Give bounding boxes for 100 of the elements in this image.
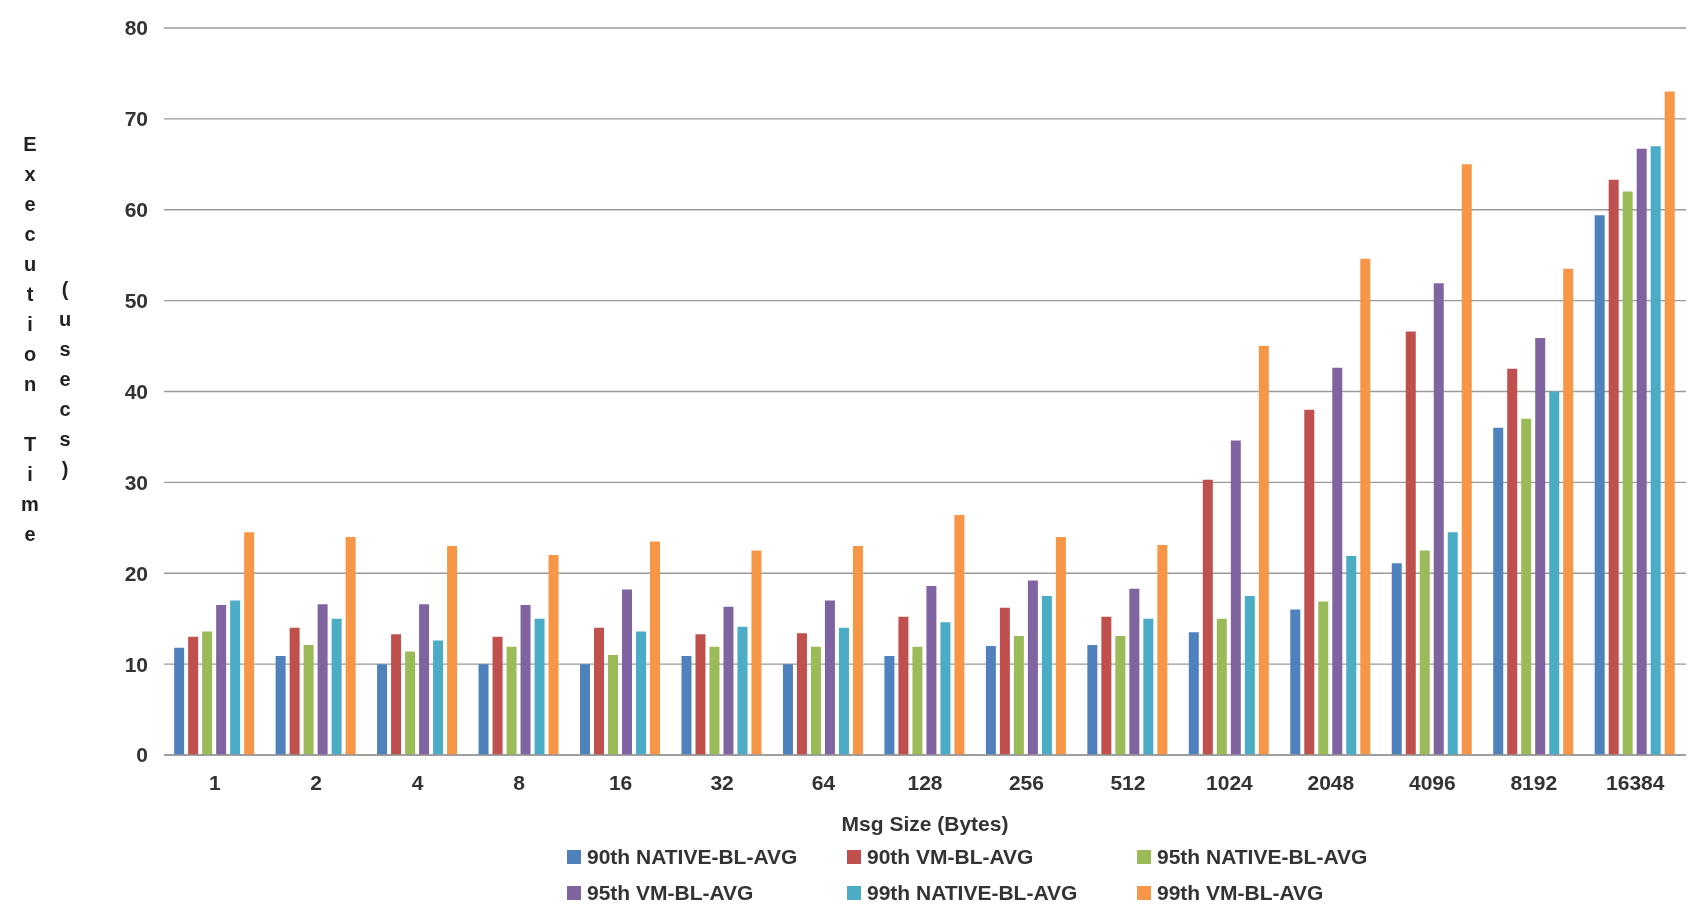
bar <box>1594 215 1605 755</box>
bar <box>216 605 227 755</box>
x-tick-label: 8192 <box>1510 770 1558 794</box>
bar <box>1318 601 1329 755</box>
x-tick-label: 128 <box>907 770 943 794</box>
x-tick-label: 1024 <box>1206 770 1254 794</box>
bar <box>723 606 734 755</box>
bar <box>1202 479 1213 755</box>
bar <box>940 622 951 755</box>
x-tick-label: 256 <box>1008 770 1044 794</box>
bar <box>884 655 895 755</box>
bar <box>1244 595 1255 755</box>
bar <box>1041 595 1052 755</box>
x-tick-label: 2048 <box>1307 770 1355 794</box>
x-tick-label: 32 <box>710 770 734 794</box>
y-axis-title: Execution Time (usecs) <box>18 133 76 553</box>
bar <box>1549 391 1560 755</box>
legend-label: 90th VM-BL-AVG <box>867 845 1034 869</box>
bar <box>1405 331 1416 755</box>
bar <box>709 646 720 755</box>
bar <box>782 664 793 755</box>
y-tick-label: 80 <box>124 16 148 40</box>
legend-label: 95th VM-BL-AVG <box>587 881 754 905</box>
bar <box>1636 148 1647 755</box>
bar <box>1143 618 1154 755</box>
bar <box>1419 550 1430 755</box>
bar <box>737 626 748 755</box>
bar <box>405 651 416 755</box>
bar <box>174 647 185 755</box>
bar <box>317 604 328 755</box>
bar <box>377 664 388 755</box>
bar <box>548 555 559 755</box>
bar <box>838 627 849 755</box>
bar <box>433 640 444 755</box>
x-tick-label: 16 <box>608 770 633 794</box>
bar <box>1521 418 1532 755</box>
y-tick-label: 20 <box>124 561 148 585</box>
bar <box>1055 536 1066 755</box>
bar <box>1216 618 1227 755</box>
bar <box>289 627 300 755</box>
bar <box>1360 258 1371 755</box>
bar <box>478 664 489 755</box>
bar <box>1157 545 1168 755</box>
bar <box>594 627 605 755</box>
bar <box>1650 146 1661 755</box>
bar <box>1101 616 1112 755</box>
legend-label: 99th NATIVE-BL-AVG <box>867 881 1078 905</box>
y-tick-label: 50 <box>124 289 148 313</box>
y-tick-label: 40 <box>124 379 148 403</box>
x-tick-label: 2 <box>310 770 323 794</box>
bar <box>580 664 591 755</box>
bar <box>985 645 996 755</box>
bar <box>520 605 531 755</box>
x-tick-label: 8 <box>513 770 526 794</box>
bar <box>1027 580 1038 755</box>
bar <box>1493 427 1504 755</box>
bar <box>852 545 863 755</box>
bar <box>303 645 314 755</box>
bar <box>391 634 402 755</box>
bar <box>650 541 661 755</box>
y-tick-label: 60 <box>124 198 148 222</box>
y-tick-label: 70 <box>124 107 148 131</box>
bar <box>681 655 692 755</box>
bar <box>1290 609 1301 755</box>
bar <box>331 618 342 755</box>
bar <box>751 550 762 755</box>
bar <box>534 618 545 755</box>
bar <box>1622 191 1633 755</box>
bar <box>622 589 633 755</box>
bar <box>1304 409 1315 755</box>
bar <box>695 634 706 755</box>
x-tick-label: 1 <box>208 770 221 794</box>
bar <box>999 607 1010 755</box>
bar <box>492 636 503 755</box>
bar <box>898 616 909 755</box>
bar <box>1188 632 1199 755</box>
bar <box>1115 635 1126 755</box>
bar <box>1013 635 1024 755</box>
bar <box>796 633 807 755</box>
bar <box>926 585 937 755</box>
bar <box>636 631 647 755</box>
legend-label: 99th VM-BL-AVG <box>1157 881 1324 905</box>
bar <box>824 600 835 755</box>
bar <box>1129 588 1140 755</box>
bar <box>608 655 619 755</box>
bar <box>810 646 821 755</box>
bar <box>188 636 199 755</box>
y-tick-label: 30 <box>124 470 148 494</box>
bar <box>1608 179 1619 755</box>
bar <box>1664 91 1675 755</box>
bar <box>202 631 213 755</box>
bar <box>1461 164 1472 755</box>
x-tick-label: 64 <box>811 770 836 794</box>
bar <box>1535 337 1546 755</box>
bar <box>230 600 241 755</box>
bar <box>1332 367 1343 755</box>
bar <box>954 515 965 755</box>
y-tick-label: 0 <box>136 743 148 767</box>
bar <box>1346 555 1357 755</box>
x-axis-title: Msg Size (Bytes) <box>841 812 1009 835</box>
